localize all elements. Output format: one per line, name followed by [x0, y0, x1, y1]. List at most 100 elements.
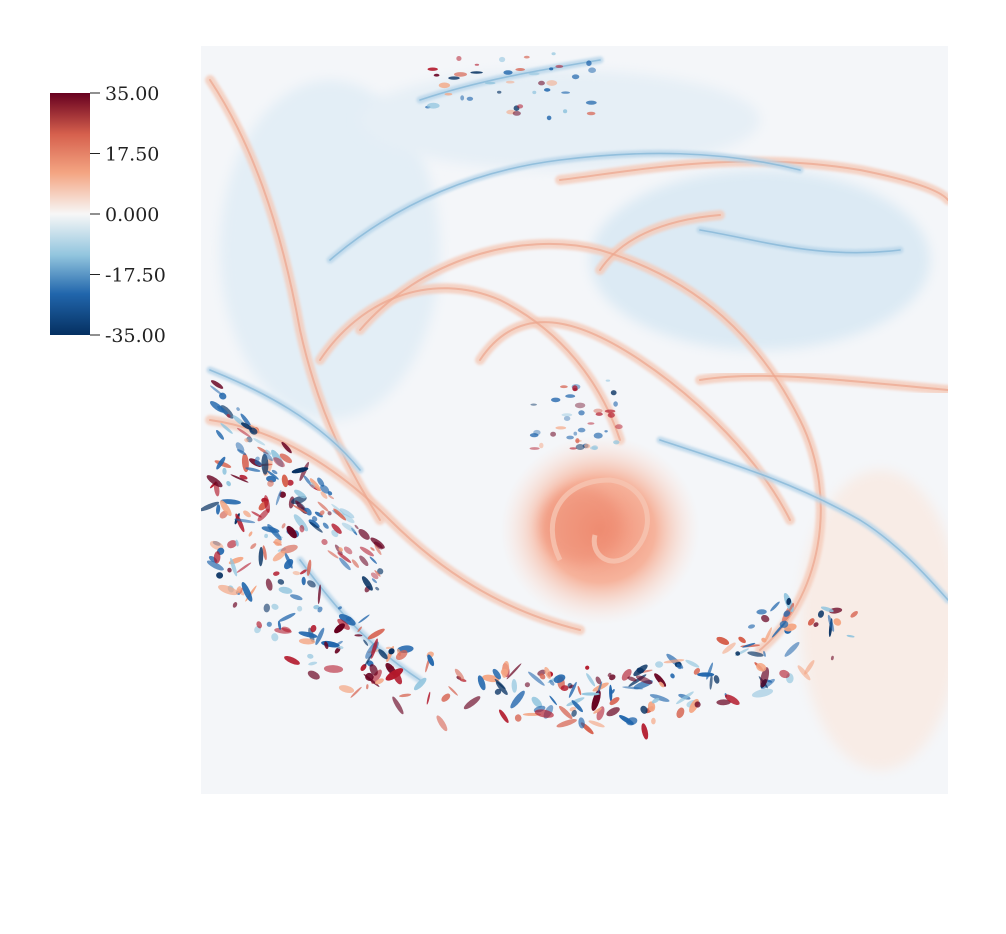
turbulent-eddy	[364, 654, 373, 667]
turbulent-eddy	[279, 453, 293, 464]
turbulent-eddy	[506, 663, 522, 680]
turbulent-eddy	[593, 432, 603, 439]
turbulent-eddy	[534, 709, 554, 718]
turbulent-eddy	[298, 638, 316, 645]
negative-filament-core	[329, 152, 801, 261]
turbulent-eddy	[264, 495, 270, 513]
turbulent-eddy	[647, 701, 656, 712]
turbulent-eddy	[441, 693, 451, 702]
colorbar-tick-label: 0.000	[105, 204, 159, 226]
turbulent-eddy	[531, 696, 543, 708]
turbulent-eddy	[241, 582, 253, 602]
turbulent-eddy	[444, 92, 453, 96]
turbulent-eddy	[484, 81, 496, 85]
turbulent-eddy	[266, 621, 272, 627]
turbulent-eddy	[649, 694, 670, 702]
turbulent-eddy	[533, 429, 541, 436]
turbulent-eddy	[267, 470, 279, 480]
turbulent-eddy	[606, 707, 620, 717]
turbulent-eddy	[256, 621, 262, 629]
turbulent-eddy	[477, 675, 486, 691]
turbulent-eddy	[395, 649, 408, 661]
turbulent-eddy	[571, 74, 580, 80]
turbulent-eddy	[655, 661, 664, 668]
turbulent-eddy	[218, 584, 239, 596]
turbulent-eddy	[351, 559, 360, 568]
negative-filament-core	[419, 59, 601, 101]
turbulent-eddy	[277, 579, 285, 585]
turbulent-eddy	[366, 684, 369, 690]
turbulent-eddy	[333, 508, 347, 521]
turbulent-eddy	[371, 578, 377, 584]
turbulent-eddy	[267, 480, 274, 487]
turbulent-eddy	[341, 513, 355, 524]
turbulent-eddy	[813, 622, 819, 627]
turbulent-eddy	[290, 594, 303, 601]
turbulent-eddy	[244, 438, 249, 443]
turbulent-eddy	[273, 571, 280, 576]
turbulent-eddy	[306, 559, 312, 577]
turbulent-eddy	[470, 71, 483, 74]
turbulent-eddy	[605, 379, 611, 382]
turbulent-eddy	[299, 569, 307, 575]
turbulent-eddy	[392, 696, 404, 715]
turbulent-eddy	[593, 408, 603, 414]
turbulent-eddy	[263, 451, 273, 462]
colorbar-tick-label: 17.50	[105, 144, 159, 166]
turbulent-eddy	[565, 394, 576, 398]
turbulent-eddy	[609, 684, 613, 702]
turbulent-eddy	[281, 474, 289, 488]
turbulent-eddy	[227, 540, 237, 549]
turbulent-eddy	[609, 674, 616, 681]
positive-filament-core	[599, 214, 721, 271]
turbulent-eddy	[604, 430, 608, 433]
turbulent-eddy	[230, 474, 249, 483]
turbulent-eddy	[827, 614, 835, 632]
turbulent-eddy	[539, 442, 544, 449]
turbulent-eddy	[216, 430, 224, 440]
turbulent-eddy	[788, 602, 794, 612]
turbulent-eddy	[555, 426, 567, 430]
turbulent-eddy	[555, 64, 564, 68]
turbulent-eddy	[230, 557, 238, 577]
turbulent-eddy	[322, 522, 329, 529]
turbulent-eddy	[235, 539, 239, 547]
turbulent-eddy	[697, 672, 715, 677]
turbulent-eddy	[709, 674, 713, 690]
turbulent-eddy	[317, 584, 321, 605]
turbulent-eddy	[528, 72, 540, 76]
turbulent-eddy	[206, 475, 223, 488]
turbulent-eddy	[572, 385, 578, 392]
positive-filament-core	[359, 243, 822, 651]
turbulent-eddy	[339, 508, 355, 519]
turbulent-eddy	[685, 659, 700, 668]
positive-filament-core	[559, 160, 948, 201]
turbulent-eddy	[593, 707, 602, 714]
positive-filament-core	[209, 419, 581, 631]
turbulent-eddy	[374, 570, 381, 577]
turbulent-eddy	[272, 550, 286, 562]
turbulent-eddy	[274, 538, 282, 547]
turbulent-eddy	[763, 650, 766, 657]
turbulent-eddy	[830, 655, 834, 661]
turbulent-eddy	[331, 523, 342, 534]
turbulent-eddy	[764, 627, 772, 643]
turbulent-eddy	[797, 665, 811, 681]
turbulent-eddy	[239, 587, 244, 594]
turbulent-eddy	[577, 427, 586, 433]
turbulent-eddy	[651, 697, 660, 704]
turbulent-eddy	[561, 413, 573, 417]
turbulent-eddy	[378, 649, 388, 660]
turbulent-eddy	[663, 659, 685, 664]
turbulent-eddy	[327, 511, 332, 516]
turbulent-eddy	[361, 576, 373, 591]
turbulent-eddy	[779, 620, 789, 628]
turbulent-eddy	[321, 539, 328, 545]
turbulent-eddy	[363, 639, 369, 646]
turbulent-eddy	[317, 477, 325, 487]
turbulent-eddy	[303, 475, 312, 486]
turbulent-eddy	[339, 557, 351, 571]
turbulent-eddy	[317, 606, 323, 613]
turbulent-eddy	[549, 679, 555, 686]
turbulent-eddy	[595, 676, 602, 685]
